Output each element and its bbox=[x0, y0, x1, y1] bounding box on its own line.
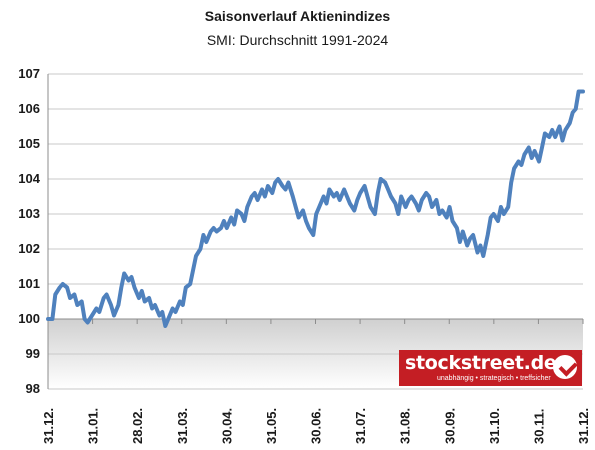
chart-title: Saisonverlauf Aktienindizes bbox=[204, 8, 391, 24]
x-tick-label-0: 31.12. bbox=[41, 408, 56, 444]
logo-tagline: unabhängig • strategisch • treffsicher bbox=[437, 375, 551, 382]
x-tick-label-4: 30.04. bbox=[219, 408, 234, 444]
x-tick-label-12: 31.12. bbox=[576, 408, 591, 444]
logo-wordmark: stockstreet.de bbox=[405, 352, 557, 374]
x-tick-label-3: 31.03. bbox=[175, 408, 190, 444]
chart-subtitle: SMI: Durchschnitt 1991-2024 bbox=[206, 32, 389, 48]
y-tick-label-2: 100 bbox=[18, 311, 40, 326]
x-tick-label-10: 31.10. bbox=[487, 408, 502, 444]
x-tick-label-9: 30.09. bbox=[442, 408, 457, 444]
x-tick-label-1: 31.01. bbox=[86, 408, 101, 444]
y-tick-label-8: 106 bbox=[18, 101, 40, 116]
checkmark-icon bbox=[553, 355, 577, 379]
x-tick-label-11: 30.11. bbox=[531, 409, 546, 444]
y-tick-label-3: 101 bbox=[18, 276, 40, 291]
y-tick-label-9: 107 bbox=[18, 66, 40, 81]
x-tick-label-8: 31.08. bbox=[398, 408, 413, 444]
series-line-0 bbox=[46, 89, 585, 328]
y-tick-label-7: 105 bbox=[18, 136, 40, 151]
y-tick-label-4: 102 bbox=[18, 241, 40, 256]
y-tick-label-0: 98 bbox=[26, 381, 40, 396]
y-tick-label-5: 103 bbox=[18, 206, 40, 221]
x-tick-label-6: 30.06. bbox=[309, 408, 324, 444]
x-tick-label-5: 31.05. bbox=[264, 408, 279, 444]
y-tick-label-1: 99 bbox=[26, 346, 40, 361]
y-tick-label-6: 104 bbox=[18, 171, 40, 186]
x-tick-label-7: 31.07. bbox=[353, 408, 368, 444]
stockstreet-logo: stockstreet.de unabhängig • strategisch … bbox=[399, 350, 582, 386]
x-tick-label-2: 28.02. bbox=[130, 408, 145, 444]
